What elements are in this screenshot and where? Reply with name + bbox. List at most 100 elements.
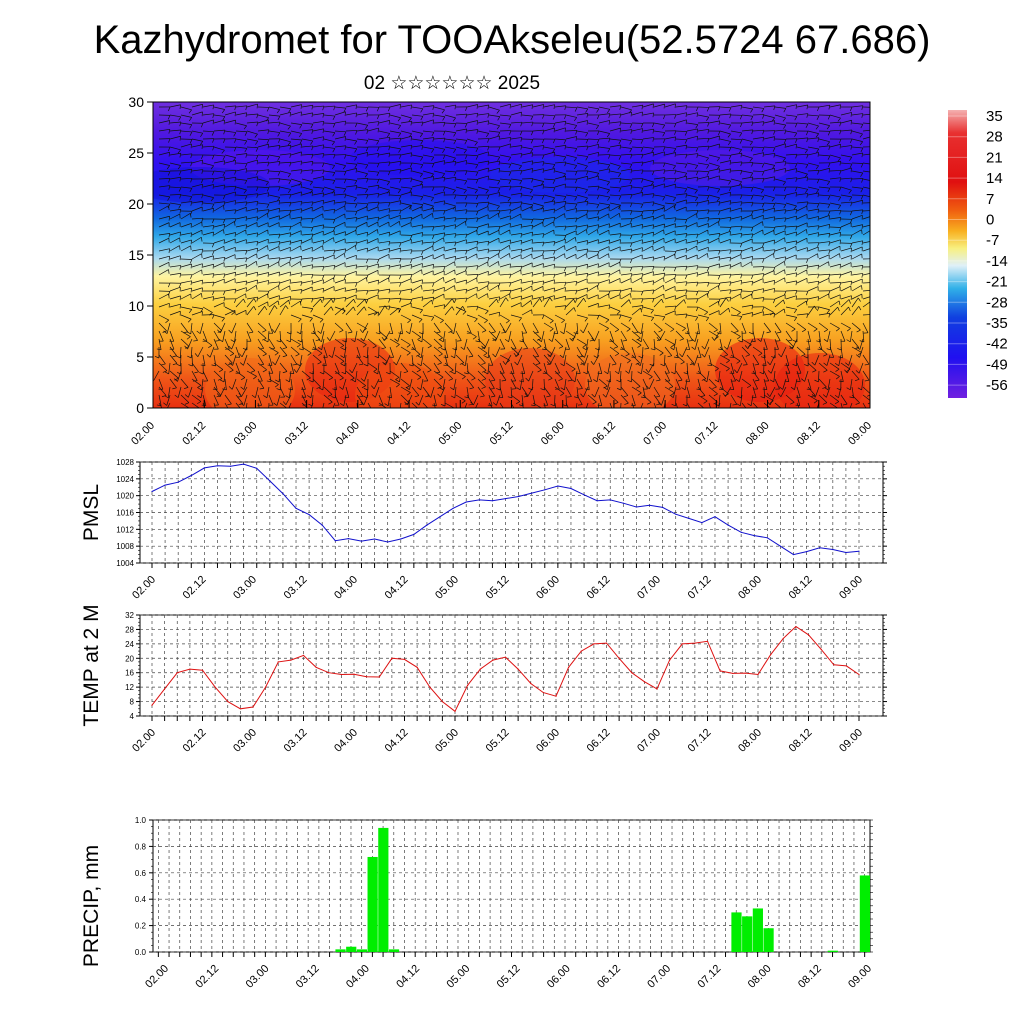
wind-barb-flag <box>409 235 413 240</box>
wind-barb <box>477 186 489 191</box>
wind-barb-flag <box>330 306 334 311</box>
wind-barb <box>565 330 576 338</box>
wind-barb <box>752 278 764 284</box>
wind-barb-flag <box>806 154 809 159</box>
wind-barb <box>301 186 313 191</box>
wind-barb <box>675 248 687 252</box>
wind-barb <box>246 200 258 204</box>
wind-barb-flag <box>575 297 578 303</box>
wind-barb-flag <box>460 346 465 350</box>
wind-barb <box>279 402 288 408</box>
wind-barb <box>466 246 478 252</box>
wind-barb <box>321 338 325 350</box>
wind-barb <box>741 238 753 244</box>
wind-barb-flag <box>212 146 215 151</box>
wind-barb <box>532 194 545 196</box>
wind-barb <box>312 230 324 236</box>
wind-barb <box>488 186 500 189</box>
wind-barb <box>169 286 181 292</box>
wind-barb-flag <box>484 320 488 324</box>
wind-barb <box>631 214 643 220</box>
wind-barb <box>213 129 225 132</box>
wind-barb-flag <box>663 177 666 182</box>
wind-barb <box>862 170 870 173</box>
wind-barb <box>301 246 313 252</box>
wind-barb-flag <box>849 396 854 399</box>
wind-barb-flag <box>564 145 567 150</box>
wind-barb-flag <box>745 412 749 413</box>
wind-barb-flag <box>242 348 248 351</box>
wind-barb-flag <box>233 132 237 137</box>
wind-barb <box>807 330 811 342</box>
wind-barb-flag <box>468 355 474 358</box>
wind-barb-flag <box>685 380 690 383</box>
wind-barb-flag <box>860 188 864 193</box>
wind-barb <box>224 200 236 204</box>
wind-barb-flag <box>872 147 874 151</box>
wind-barb-flag <box>218 339 223 343</box>
wind-barb <box>289 370 292 382</box>
warm-cell <box>775 353 865 408</box>
wind-barb-flag <box>399 161 402 166</box>
wind-barb <box>433 114 445 118</box>
wind-barb-flag <box>420 196 424 201</box>
wind-barb-flag <box>773 208 775 213</box>
wind-barb <box>719 130 731 135</box>
wind-barb-flag <box>837 117 841 122</box>
wind-barb-flag <box>773 176 776 182</box>
wind-barb <box>838 354 842 366</box>
wind-barb-flag <box>674 136 677 142</box>
wind-barb <box>840 145 852 148</box>
wind-barb-flag <box>487 146 490 151</box>
wind-barb <box>444 161 456 164</box>
wind-barb <box>532 241 544 244</box>
wind-barb-flag <box>795 226 798 231</box>
wind-barb <box>201 378 204 390</box>
wind-barb <box>620 394 629 404</box>
wind-barb <box>532 298 541 308</box>
wind-barb <box>807 296 819 300</box>
wind-barb-flag <box>453 148 457 153</box>
wind-barb-flag <box>344 201 347 206</box>
wind-barb <box>301 297 313 300</box>
wind-barb <box>231 322 237 334</box>
wind-barb <box>752 121 764 124</box>
wind-barb-flag <box>837 157 841 162</box>
wind-barb <box>455 178 467 182</box>
wind-barb <box>411 370 422 378</box>
wind-barb-flag <box>531 152 534 157</box>
wind-barb-flag <box>627 379 632 383</box>
wind-barb-flag <box>597 210 600 215</box>
wind-barb <box>686 213 697 220</box>
wind-barb <box>697 314 709 318</box>
wind-barb <box>418 394 424 406</box>
wind-barb-flag <box>498 192 501 197</box>
wind-barb <box>543 370 553 379</box>
wind-barb <box>356 265 368 268</box>
wind-barb <box>840 271 852 276</box>
wind-barb-flag <box>502 360 506 365</box>
wind-barb <box>499 338 506 350</box>
wind-barb-flag <box>873 282 874 286</box>
wind-barb-flag <box>278 161 281 166</box>
wind-barb-flag <box>419 173 423 178</box>
wind-barb <box>455 354 465 363</box>
wind-barb-flag <box>432 264 435 269</box>
wind-barb <box>785 177 797 180</box>
wind-barb <box>466 186 478 191</box>
wind-barb <box>235 105 247 108</box>
wind-barb-flag <box>520 112 522 117</box>
wind-barb-flag <box>409 188 413 193</box>
wind-barb <box>563 322 567 334</box>
wind-barb <box>453 322 457 334</box>
wind-barb <box>532 362 542 371</box>
wind-barb <box>642 386 646 398</box>
wind-barb-flag <box>707 138 710 143</box>
wind-barb <box>180 338 190 347</box>
wind-barb-flag <box>501 332 506 334</box>
wind-barb <box>168 362 171 374</box>
wind-barb <box>774 247 786 252</box>
wind-barb-flag <box>363 395 368 399</box>
wind-barb-flag <box>805 131 809 136</box>
wind-barb <box>549 354 556 365</box>
